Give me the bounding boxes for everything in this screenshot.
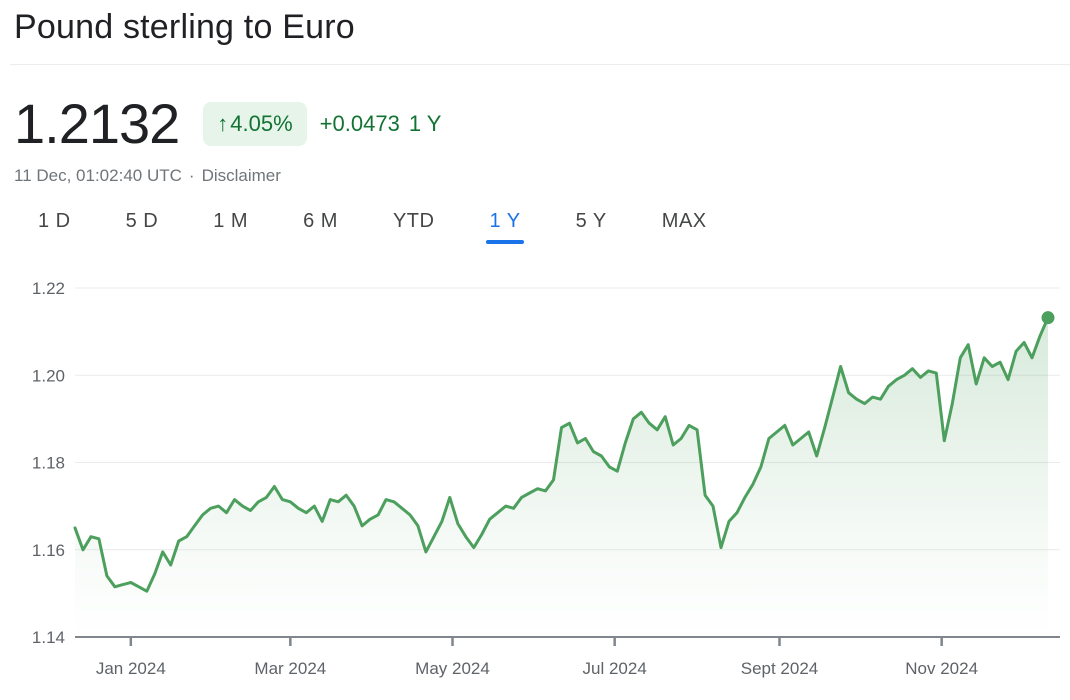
timestamp-row: 11 Dec, 01:02:40 UTC · Disclaimer bbox=[14, 166, 281, 186]
change-period-label: 1 Y bbox=[408, 111, 442, 136]
x-tick-label: Nov 2024 bbox=[905, 659, 978, 678]
separator-dot: · bbox=[188, 166, 195, 185]
tab-6m[interactable]: 6 M bbox=[303, 210, 338, 232]
tab-ytd[interactable]: YTD bbox=[392, 210, 435, 232]
series-line bbox=[73, 316, 1050, 593]
price-chart-svg[interactable]: 1.14 1.16 1.18 1.20 1.22 Jan 2024 Mar 2024 May … bbox=[0, 270, 1070, 700]
x-tick-label: May 2024 bbox=[415, 659, 490, 678]
tab-1d[interactable]: 1 D bbox=[38, 210, 71, 232]
x-tick-label: Jul 2024 bbox=[583, 659, 647, 678]
up-arrow-icon: ↑ bbox=[217, 111, 229, 136]
tab-1m[interactable]: 1 M bbox=[213, 210, 249, 232]
disclaimer-link[interactable]: Disclaimer bbox=[201, 166, 281, 185]
y-tick-label: 1.18 bbox=[32, 454, 65, 473]
change-absolute: +0.0473 1 Y bbox=[320, 111, 442, 137]
change-absolute-value: +0.0473 bbox=[319, 111, 400, 136]
tab-1y[interactable]: 1 Y bbox=[486, 210, 524, 244]
x-tick-label: Sept 2024 bbox=[741, 659, 819, 678]
change-percent-value: 4.05% bbox=[230, 111, 293, 136]
current-price: 1.2132 bbox=[14, 92, 180, 155]
tab-max[interactable]: MAX bbox=[661, 210, 707, 232]
latest-point-marker bbox=[1041, 311, 1055, 325]
header-divider bbox=[10, 64, 1070, 65]
x-tick-label: Mar 2024 bbox=[254, 659, 326, 678]
series-area-fill bbox=[75, 317, 1048, 637]
y-tick-label: 1.22 bbox=[32, 279, 65, 298]
quote-row: 1.2132 ↑ 4.05% +0.0473 1 Y bbox=[14, 92, 442, 155]
tab-5y[interactable]: 5 Y bbox=[575, 210, 607, 232]
time-range-tabs: 1 D 5 D 1 M 6 M YTD 1 Y 5 Y MAX bbox=[38, 210, 707, 244]
y-tick-label: 1.16 bbox=[32, 541, 65, 560]
x-tick-label: Jan 2024 bbox=[96, 659, 166, 678]
page-title: Pound sterling to Euro bbox=[14, 8, 355, 46]
price-chart[interactable]: 1.14 1.16 1.18 1.20 1.22 Jan 2024 Mar 2024 May … bbox=[0, 270, 1070, 700]
y-tick-label: 1.14 bbox=[32, 628, 65, 647]
quote-timestamp: 11 Dec, 01:02:40 UTC bbox=[14, 166, 182, 185]
y-tick-label: 1.20 bbox=[32, 366, 65, 385]
tab-5d[interactable]: 5 D bbox=[125, 210, 159, 232]
change-percent-badge: ↑ 4.05% bbox=[203, 102, 307, 146]
